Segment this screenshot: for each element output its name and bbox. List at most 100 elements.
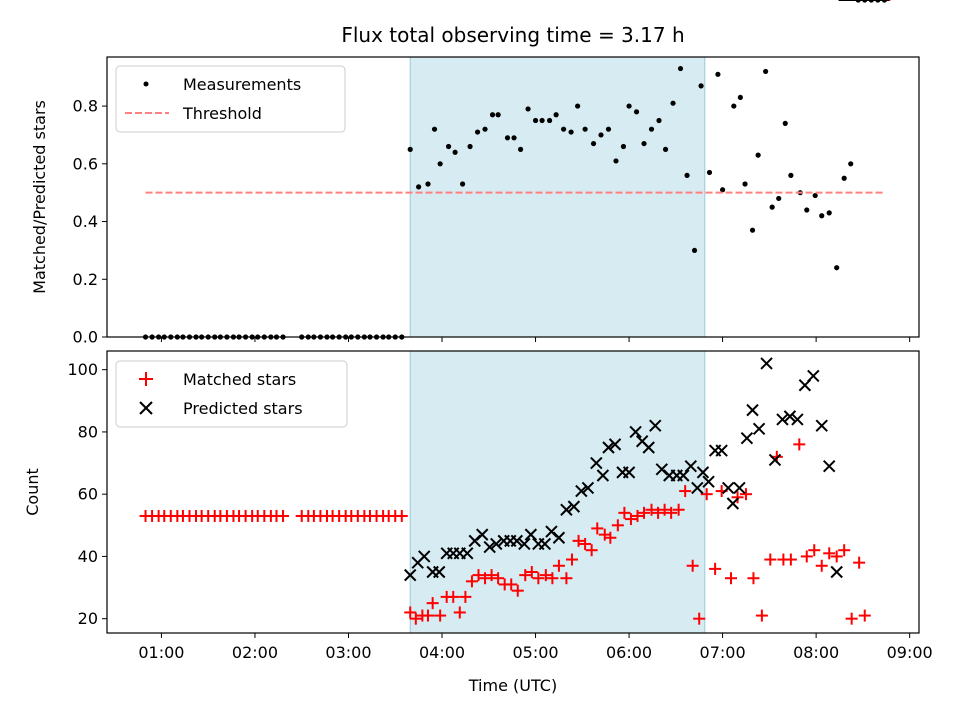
top-observing-span [410,57,705,337]
bottom-panel: 20 40 60 80 100 01:00 02:00 03:00 04:00 05:00 06:… [23,0,933,695]
predicted-star-point [740,431,754,445]
measurement-point [560,126,567,132]
bottom-ytick-label: 80 [78,422,98,441]
matched-star-point [800,550,813,563]
matched-star-point [511,584,524,597]
matched-star-point [539,569,552,582]
predicted-star-point [776,413,789,426]
xtick-label: 02:00 [232,643,278,662]
measurement-point [437,161,443,167]
predicted-star-point [783,410,797,423]
top-panel: 0.00.20.40.60.8 Matched/Predicted stars … [30,0,920,347]
measurement-point [749,227,756,233]
measurement-point [482,126,488,132]
predicted-star-point [608,438,622,451]
matched-star-point [465,575,478,588]
legend-predicted-label: Predicted stars [183,399,303,418]
measurement-point [719,187,726,193]
measurement-point [525,106,531,112]
measurement-point [737,94,743,101]
matched-star-point [611,519,624,532]
bottom-observing-span [410,351,705,633]
top-ytick-label: 0.6 [73,154,98,173]
matched-star-point [709,562,722,575]
matched-star-point [566,553,579,566]
predicted-star-point [560,503,573,516]
xtick-label: 07:00 [700,643,746,662]
predicted-star-point [715,444,728,457]
measurement-point [532,117,539,124]
xtick-label: 01:00 [138,643,184,662]
matched-star-point [838,544,851,557]
xtick-label: 08:00 [793,643,839,662]
matched-star-point [815,559,828,572]
predicted-star-point [552,531,566,544]
matched-star-point [853,556,866,569]
xtick-label: 05:00 [512,643,558,662]
top-ylabel: Matched/Predicted stars [30,100,49,294]
matched-star-point [525,565,538,578]
xtick-label: 06:00 [606,643,652,662]
bottom-ytick-label: 40 [78,547,98,566]
measurement-point [598,132,604,138]
measurement-point [568,129,574,135]
measurement-point [684,172,690,178]
measurement-point [841,175,847,181]
matched-star-point [645,503,658,516]
matched-star-point [830,550,843,563]
measurement-point [626,103,632,109]
top-ytick-label: 0.2 [73,270,98,289]
matched-star-point [658,503,671,516]
measurement-point [776,195,782,202]
bottom-plot-frame [106,350,920,634]
predicted-star-point [461,547,474,560]
matched-star-point [672,503,685,516]
measurement-point [648,126,655,132]
predicted-star-point [404,568,417,582]
measurement-point [742,181,748,187]
measurement-point [677,65,684,72]
measurement-point [452,149,458,155]
matched-star-point [665,506,678,519]
matched-star-point [618,506,631,519]
matched-star-point [638,506,651,519]
measurement-point [834,265,840,271]
matched-star-point [845,612,858,625]
matched-star-point [572,534,585,547]
predicted-star-point [733,481,746,495]
predicted-star-point [581,481,595,495]
matched-star-point [579,537,592,550]
matched-star-point [472,569,485,582]
measurement-point [495,112,501,118]
matched-star-point [552,559,565,572]
predicted-star-point [642,441,655,454]
matched-star-point [823,547,836,560]
matched-star-point [421,609,434,622]
measurement-point [691,247,698,254]
predicted-star-point [622,466,636,479]
predicted-star-point [746,403,759,417]
matched-star-point [686,559,699,572]
matched-star-point [492,572,505,585]
xtick-label: 04:00 [419,643,465,662]
matched-star-point [453,606,466,619]
measurement-point [731,103,737,109]
predicted-star-point [760,357,773,370]
predicted-star-point [483,540,496,554]
measurement-point [706,169,713,176]
measurement-point [613,158,619,164]
predicted-star-point [684,459,698,473]
measurement-point [812,192,818,199]
matched-star-point [505,578,518,591]
matched-star-point [560,572,573,585]
measurement-point [553,112,559,118]
bottom-series-1 [404,0,889,582]
measurement-point [819,213,825,219]
matched-star-point [747,572,760,585]
matched-star-point [731,491,744,504]
matched-star-point [679,485,692,498]
predicted-star-point [649,419,662,432]
measurement-point [633,109,640,115]
predicted-star-point [752,422,766,436]
measurement-point [517,146,524,152]
